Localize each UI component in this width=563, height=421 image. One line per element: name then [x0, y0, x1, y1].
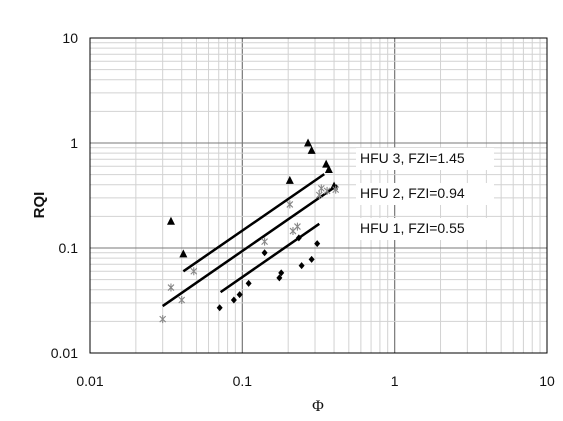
- diamond-point: [276, 274, 283, 282]
- trend-line-label: HFU 1, FZI=0.55: [360, 220, 465, 236]
- annotation-box: [356, 148, 494, 170]
- asterisk-point: [294, 222, 301, 231]
- asterisk-point: [167, 283, 175, 292]
- x-tick-label: 0.1: [233, 373, 253, 389]
- x-tick-label: 1: [391, 373, 399, 389]
- plot-area-border: [89, 37, 548, 354]
- asterisk-point: [178, 295, 186, 304]
- trend-line: [161, 184, 338, 308]
- diamond-point: [261, 249, 268, 257]
- y-axis-title: RQI: [31, 192, 48, 219]
- data-points: [159, 138, 340, 324]
- annotation-box: [356, 183, 494, 205]
- tick-labels: 0.01 0.1 1 10 0.01 0.1 1 10: [51, 30, 555, 389]
- asterisk-point: [323, 186, 331, 195]
- x-tick-label: 10: [539, 373, 555, 389]
- triangle-point: [322, 159, 331, 168]
- asterisk-point: [261, 237, 268, 246]
- diamond-point: [236, 291, 243, 299]
- triangle-point: [304, 138, 313, 147]
- trend-line: [182, 173, 325, 273]
- y-tick-label: 10: [62, 30, 78, 46]
- triangle-point: [285, 175, 294, 184]
- triangle-point: [166, 216, 175, 225]
- diamond-point: [314, 240, 321, 248]
- diamond-point: [298, 262, 305, 270]
- asterisk-point: [159, 315, 167, 324]
- y-tick-label: 0.01: [51, 345, 78, 361]
- asterisk-point: [315, 190, 323, 199]
- asterisk-point: [317, 184, 325, 193]
- diamond-point: [295, 234, 302, 242]
- annotations: HFU 3, FZI=1.45 HFU 2, FZI=0.94 HFU 1, FZI…: [356, 148, 494, 240]
- y-tick-label: 1: [70, 135, 78, 151]
- trend-line-label: HFU 3, FZI=1.45: [360, 150, 465, 166]
- diamond-point: [245, 279, 252, 287]
- x-axis-title: Φ: [312, 398, 324, 415]
- y-tick-label: 0.1: [59, 240, 79, 256]
- diamond-point: [278, 269, 285, 277]
- triangle-point: [179, 249, 188, 258]
- triangle-point: [324, 164, 333, 173]
- x-tick-label: 0.01: [76, 373, 103, 389]
- trend-line-label: HFU 2, FZI=0.94: [360, 185, 465, 201]
- diamond-point: [216, 304, 223, 312]
- asterisk-point: [190, 267, 198, 276]
- asterisk-point: [286, 200, 294, 209]
- triangle-point: [307, 145, 316, 154]
- trend-lines: [161, 173, 338, 308]
- asterisk-point: [332, 185, 340, 194]
- diamond-point: [230, 296, 237, 304]
- diamond-point: [308, 255, 315, 263]
- annotation-box: [356, 218, 494, 240]
- trend-line: [219, 222, 320, 294]
